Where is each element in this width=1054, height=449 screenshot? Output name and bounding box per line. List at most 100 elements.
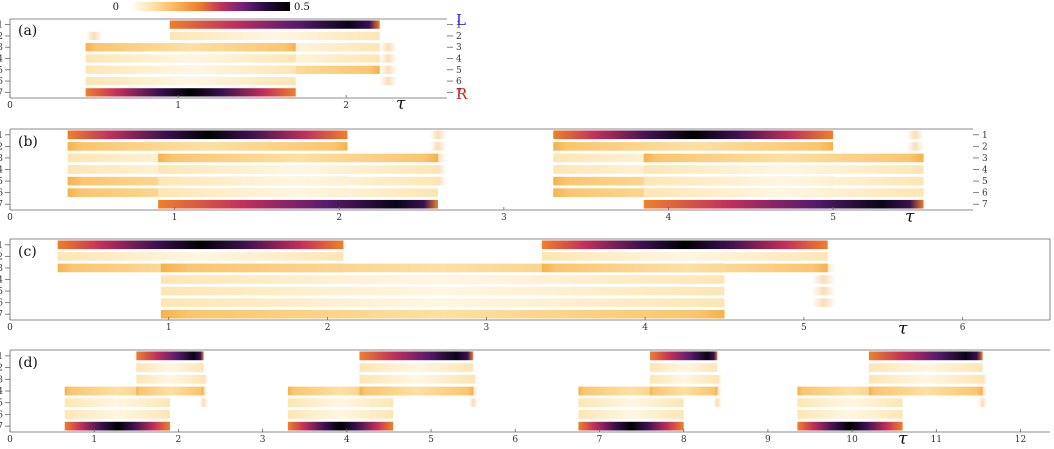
y-tick-label-left: 1 [0, 241, 3, 251]
heatmap-cell-row-4 [650, 386, 718, 396]
panel-label: (c) [18, 244, 37, 260]
heatmap-cell-row-2 [67, 142, 348, 151]
y-tick-label-right: 7 [456, 88, 462, 98]
x-tick-label: 4 [642, 323, 648, 333]
y-tick-label-left: 6 [0, 77, 3, 87]
x-tick-label: 5 [428, 435, 434, 445]
x-tick-label: 5 [801, 323, 807, 333]
heatmap-cell-row-7 [160, 309, 725, 319]
heatmap-cell-row-6 [64, 410, 170, 419]
fade-cell [379, 76, 397, 86]
panel-label: (a) [18, 23, 37, 39]
y-tick-label-right: 3 [982, 154, 988, 164]
heatmap-cell-row-6 [797, 410, 903, 419]
y-tick-label-left: 4 [0, 387, 3, 397]
x-tick-label: 1 [172, 213, 178, 223]
fade-cell [811, 286, 836, 296]
heatmap-cell-row-3 [136, 374, 204, 384]
colorbar-min-label: 0 [113, 2, 119, 13]
panel-label: (b) [18, 134, 38, 150]
x-tick-label: 3 [483, 323, 489, 333]
heatmap-cell-row-2 [57, 252, 344, 261]
y-tick-label-right: 5 [456, 66, 462, 76]
heatmap-cell-row-4 [160, 275, 725, 284]
heatmap-cell-row-7 [643, 199, 924, 209]
x-tick-label: 11 [931, 435, 942, 445]
heatmap-cell-row-3 [85, 43, 296, 52]
heatmap-cell-row-6 [643, 188, 924, 197]
y-tick-label-right: 4 [982, 166, 988, 176]
heatmap-cell-row-4 [158, 165, 438, 174]
heatmap-cell-row-4 [64, 386, 170, 396]
y-tick-label-left: 2 [0, 32, 3, 42]
y-tick-label-left: 5 [0, 287, 3, 297]
heatmap-cell-row-3 [650, 374, 718, 384]
heatmap-cell-row-6 [158, 188, 438, 197]
fade-cell [379, 65, 397, 74]
heatmap-cell-row-6 [85, 76, 296, 86]
heatmap-cell-row-5 [643, 176, 924, 186]
y-tick-label-left: 3 [0, 375, 3, 385]
y-tick-label-left: 3 [0, 154, 3, 164]
heatmap-cell-row-4 [359, 386, 474, 396]
heatmap-cell-row-1 [541, 240, 828, 250]
y-tick-label-right: 4 [456, 55, 462, 65]
x-tick-label: 12 [1015, 435, 1026, 445]
y-tick-label-left: 2 [0, 142, 3, 152]
fade-cell [468, 398, 478, 408]
x-tick-label: 6 [960, 323, 966, 333]
x-tick-label: 8 [681, 435, 687, 445]
y-tick-label-left: 4 [0, 276, 3, 286]
x-tick-label: 2 [325, 323, 331, 333]
y-tick-label-left: 7 [0, 88, 3, 98]
x-tick-label: 6 [512, 435, 518, 445]
x-tick-label: 7 [597, 435, 603, 445]
y-tick-label-left: 6 [0, 410, 3, 420]
heatmap-cell-row-4 [287, 386, 394, 396]
y-tick-label-left: 1 [0, 352, 3, 362]
fade-cell [199, 398, 208, 408]
fade-cell [907, 130, 924, 140]
x-tick-label: 2 [336, 213, 342, 223]
y-tick-label-right: 7 [982, 200, 988, 210]
y-tick-label-right: 1 [982, 131, 988, 141]
heatmap-cell-row-2 [541, 252, 828, 261]
x-tick-label: 0 [7, 101, 13, 111]
heatmap-cell-row-1 [553, 130, 834, 140]
y-tick-label-right: 6 [982, 189, 988, 199]
heatmap-cell-row-3 [643, 153, 924, 163]
y-tick-label-left: 3 [0, 43, 3, 53]
heatmap-cell-row-1 [868, 351, 983, 361]
heatmap-cell-row-7 [287, 421, 394, 431]
heatmap-cell-row-3 [868, 374, 983, 384]
heatmap-cell-row-5 [64, 398, 170, 408]
heatmap-cell-row-7 [158, 199, 438, 209]
fade-cell [811, 298, 836, 307]
x-tick-label: 0 [7, 213, 13, 223]
heatmap-cell-row-2 [650, 363, 718, 372]
fade-cell [713, 398, 722, 408]
x-axis-label: τ [396, 94, 406, 114]
colorbar-max-label: 0.5 [294, 2, 310, 13]
y-tick-label-left: 1 [0, 131, 3, 141]
heatmap-cell-row-1 [650, 351, 718, 361]
y-tick-label-left: 5 [0, 66, 3, 76]
panel-label: (d) [18, 355, 38, 371]
heatmap-cell-row-2 [553, 142, 834, 151]
x-tick-label: 1 [175, 101, 181, 111]
fade-cell [907, 142, 924, 151]
x-tick-label: 2 [176, 435, 182, 445]
heatmap-cell-row-5 [797, 398, 903, 408]
heatmap-cell-row-3 [359, 374, 474, 384]
heatmap-cell-row-1 [136, 351, 204, 361]
x-tick-label: 5 [830, 213, 836, 223]
y-tick-label-left: 4 [0, 166, 3, 176]
heatmap-cell-row-1 [169, 20, 380, 29]
y-tick-label-left: 2 [0, 252, 3, 262]
heatmap-cell-row-6 [160, 298, 725, 307]
y-tick-label-left: 7 [0, 200, 3, 210]
y-tick-label-left: 7 [0, 310, 3, 320]
heatmap-cell-row-2 [359, 363, 474, 372]
